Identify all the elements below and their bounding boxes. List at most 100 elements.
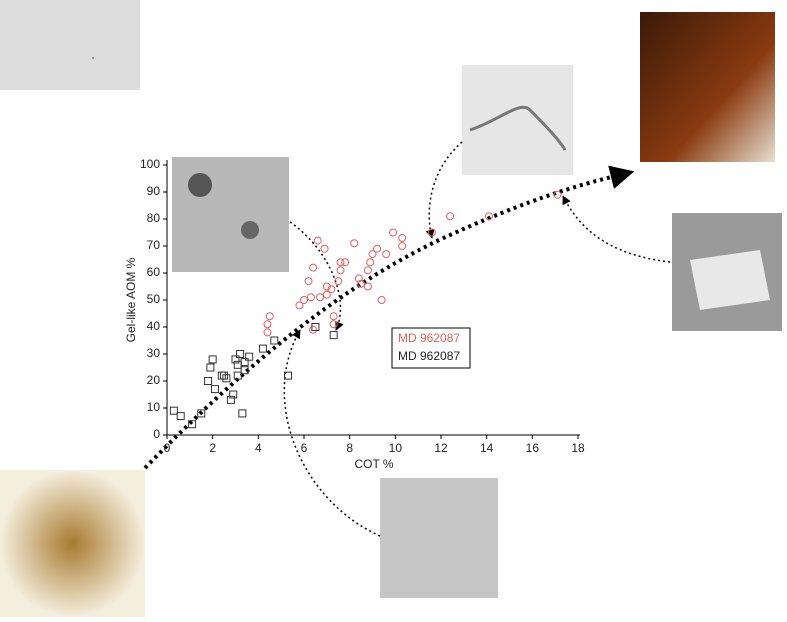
data-point <box>382 250 391 259</box>
micrograph <box>462 65 573 175</box>
data-point <box>222 374 231 383</box>
data-point <box>270 336 279 345</box>
data-point <box>363 282 372 291</box>
data-point <box>329 331 338 340</box>
data-point <box>210 385 219 394</box>
data-point <box>553 190 562 199</box>
y-tick-label: 0 <box>153 427 160 441</box>
data-point <box>263 328 272 337</box>
data-point <box>238 409 247 418</box>
data-point <box>309 325 318 334</box>
data-point <box>327 285 336 294</box>
data-point <box>258 344 267 353</box>
pointer-arrow <box>425 141 463 239</box>
data-point <box>320 244 329 253</box>
data-point <box>336 258 345 267</box>
pointer-arrow <box>283 329 381 537</box>
data-point <box>366 258 375 267</box>
data-point <box>350 239 359 248</box>
x-tick-label: 0 <box>164 441 171 455</box>
data-point <box>357 279 366 288</box>
pointer-arrow <box>289 221 344 331</box>
data-point <box>240 358 249 367</box>
data-point <box>197 409 206 418</box>
data-point <box>373 244 382 253</box>
data-point <box>484 212 493 221</box>
data-point <box>263 320 272 329</box>
data-point <box>309 263 318 272</box>
data-point <box>363 266 372 275</box>
data-point <box>322 282 331 291</box>
data-point <box>176 412 185 421</box>
x-tick-label: 10 <box>389 441 403 455</box>
y-tick-label: 80 <box>147 211 161 225</box>
data-point <box>300 296 308 304</box>
trend-arrow <box>143 165 635 470</box>
y-tick-label: 50 <box>147 292 161 306</box>
pointer-arrow <box>562 195 671 263</box>
data-point <box>240 366 249 375</box>
data-point <box>304 277 313 286</box>
data-point <box>313 236 322 245</box>
x-tick-label: 8 <box>346 441 353 455</box>
data-point <box>169 406 178 415</box>
y-tick-label: 90 <box>147 184 161 198</box>
data-point <box>368 250 377 259</box>
y-axis-label: Gel-like AOM % <box>124 257 138 342</box>
y-tick-label: 30 <box>147 346 161 360</box>
data-point <box>206 363 215 372</box>
gray-panel <box>0 0 140 90</box>
data-point <box>226 395 235 404</box>
data-point <box>336 266 345 275</box>
x-tick-label: 18 <box>571 441 585 455</box>
micrograph <box>640 12 775 162</box>
data-point <box>377 296 386 304</box>
y-tick-label: 70 <box>147 238 161 252</box>
data-point <box>306 293 315 302</box>
data-point <box>329 312 338 321</box>
data-point <box>265 312 274 321</box>
data-point <box>389 228 398 237</box>
data-point <box>188 420 197 429</box>
data-point <box>427 228 436 237</box>
x-tick-label: 12 <box>434 441 448 455</box>
micrograph-detail <box>690 250 770 310</box>
data-point <box>322 290 331 299</box>
y-tick-label: 10 <box>147 400 161 414</box>
data-point <box>233 360 242 369</box>
micrograph-detail <box>241 221 259 239</box>
x-tick-label: 2 <box>209 441 216 455</box>
data-point <box>329 320 338 329</box>
x-tick-label: 16 <box>526 441 540 455</box>
data-point <box>245 352 254 361</box>
data-point <box>311 323 320 331</box>
micrograph <box>380 478 498 598</box>
data-point <box>220 371 229 380</box>
data-point <box>398 242 407 250</box>
data-point <box>229 390 238 399</box>
data-point <box>398 233 407 242</box>
legend-entry: MD 962087 <box>398 331 460 345</box>
data-point <box>236 350 245 358</box>
data-point <box>204 377 213 385</box>
data-point <box>284 371 293 380</box>
legend <box>391 327 471 369</box>
x-axis-label: COT % <box>354 457 393 471</box>
micrograph-detail <box>469 105 567 151</box>
data-point <box>295 301 304 310</box>
legend-entry: MD 962087 <box>398 349 460 363</box>
x-tick-label: 6 <box>301 441 308 455</box>
micrograph <box>0 470 145 617</box>
dot <box>92 57 94 59</box>
x-tick-label: 4 <box>255 441 262 455</box>
data-point <box>315 293 324 302</box>
y-tick-label: 100 <box>140 157 160 171</box>
data-point <box>341 258 350 267</box>
data-point <box>217 371 226 380</box>
data-point <box>233 371 242 380</box>
micrograph <box>172 157 289 272</box>
micrograph-detail <box>188 173 212 197</box>
y-tick-label: 20 <box>147 373 161 387</box>
y-tick-label: 60 <box>147 265 161 279</box>
